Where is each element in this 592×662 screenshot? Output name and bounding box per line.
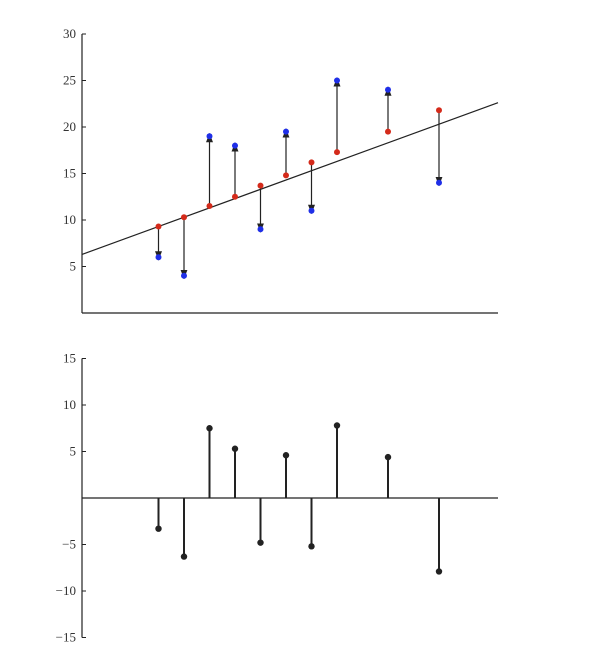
fitted-point <box>206 203 213 210</box>
fitted-point <box>436 107 442 114</box>
observed-point <box>436 179 442 186</box>
residual-point <box>384 453 392 461</box>
y-tick-label: 5 <box>70 259 77 274</box>
regression-line <box>81 102 499 255</box>
y-tick-label: −10 <box>56 583 76 598</box>
residual-point <box>282 452 290 459</box>
observed-point <box>232 142 238 149</box>
fitted-point <box>334 149 340 156</box>
observed-point <box>155 254 162 261</box>
residual-point <box>206 425 213 432</box>
observed-point <box>385 86 391 93</box>
y-tick-label: 25 <box>63 73 76 88</box>
observed-point <box>206 133 213 140</box>
residual-point <box>257 539 264 546</box>
residual-point <box>308 543 315 550</box>
residual-point <box>155 525 162 532</box>
observed-point <box>181 272 187 279</box>
fitted-point <box>308 159 315 166</box>
fitted-point <box>283 172 289 179</box>
residual-point <box>435 568 443 575</box>
y-tick-label: 30 <box>63 26 76 41</box>
y-tick-label: −5 <box>62 537 76 552</box>
fitted-point <box>155 223 162 230</box>
residual-point <box>180 553 188 560</box>
y-tick-label: 10 <box>63 397 76 412</box>
residual-point <box>333 422 341 429</box>
y-tick-label: 10 <box>63 212 76 227</box>
residual-stem-plot: −15 −10 −5 5 10 15 <box>56 351 498 645</box>
observed-point <box>334 77 340 84</box>
y-tick-label: 20 <box>63 119 76 134</box>
fitted-point <box>257 182 264 189</box>
y-tick-label: 15 <box>63 166 76 181</box>
y-tick-label: 15 <box>63 351 76 366</box>
observed-point <box>308 207 315 214</box>
fitted-point <box>232 193 238 200</box>
residual-point <box>231 445 239 452</box>
fitted-point <box>181 214 187 221</box>
observed-point <box>283 128 289 135</box>
regression-plot: 5 10 15 20 25 30 <box>63 26 499 314</box>
y-tick-label: −15 <box>56 630 76 645</box>
y-tick-label: 5 <box>70 444 77 459</box>
fitted-point <box>385 128 391 135</box>
observed-point <box>257 226 264 233</box>
